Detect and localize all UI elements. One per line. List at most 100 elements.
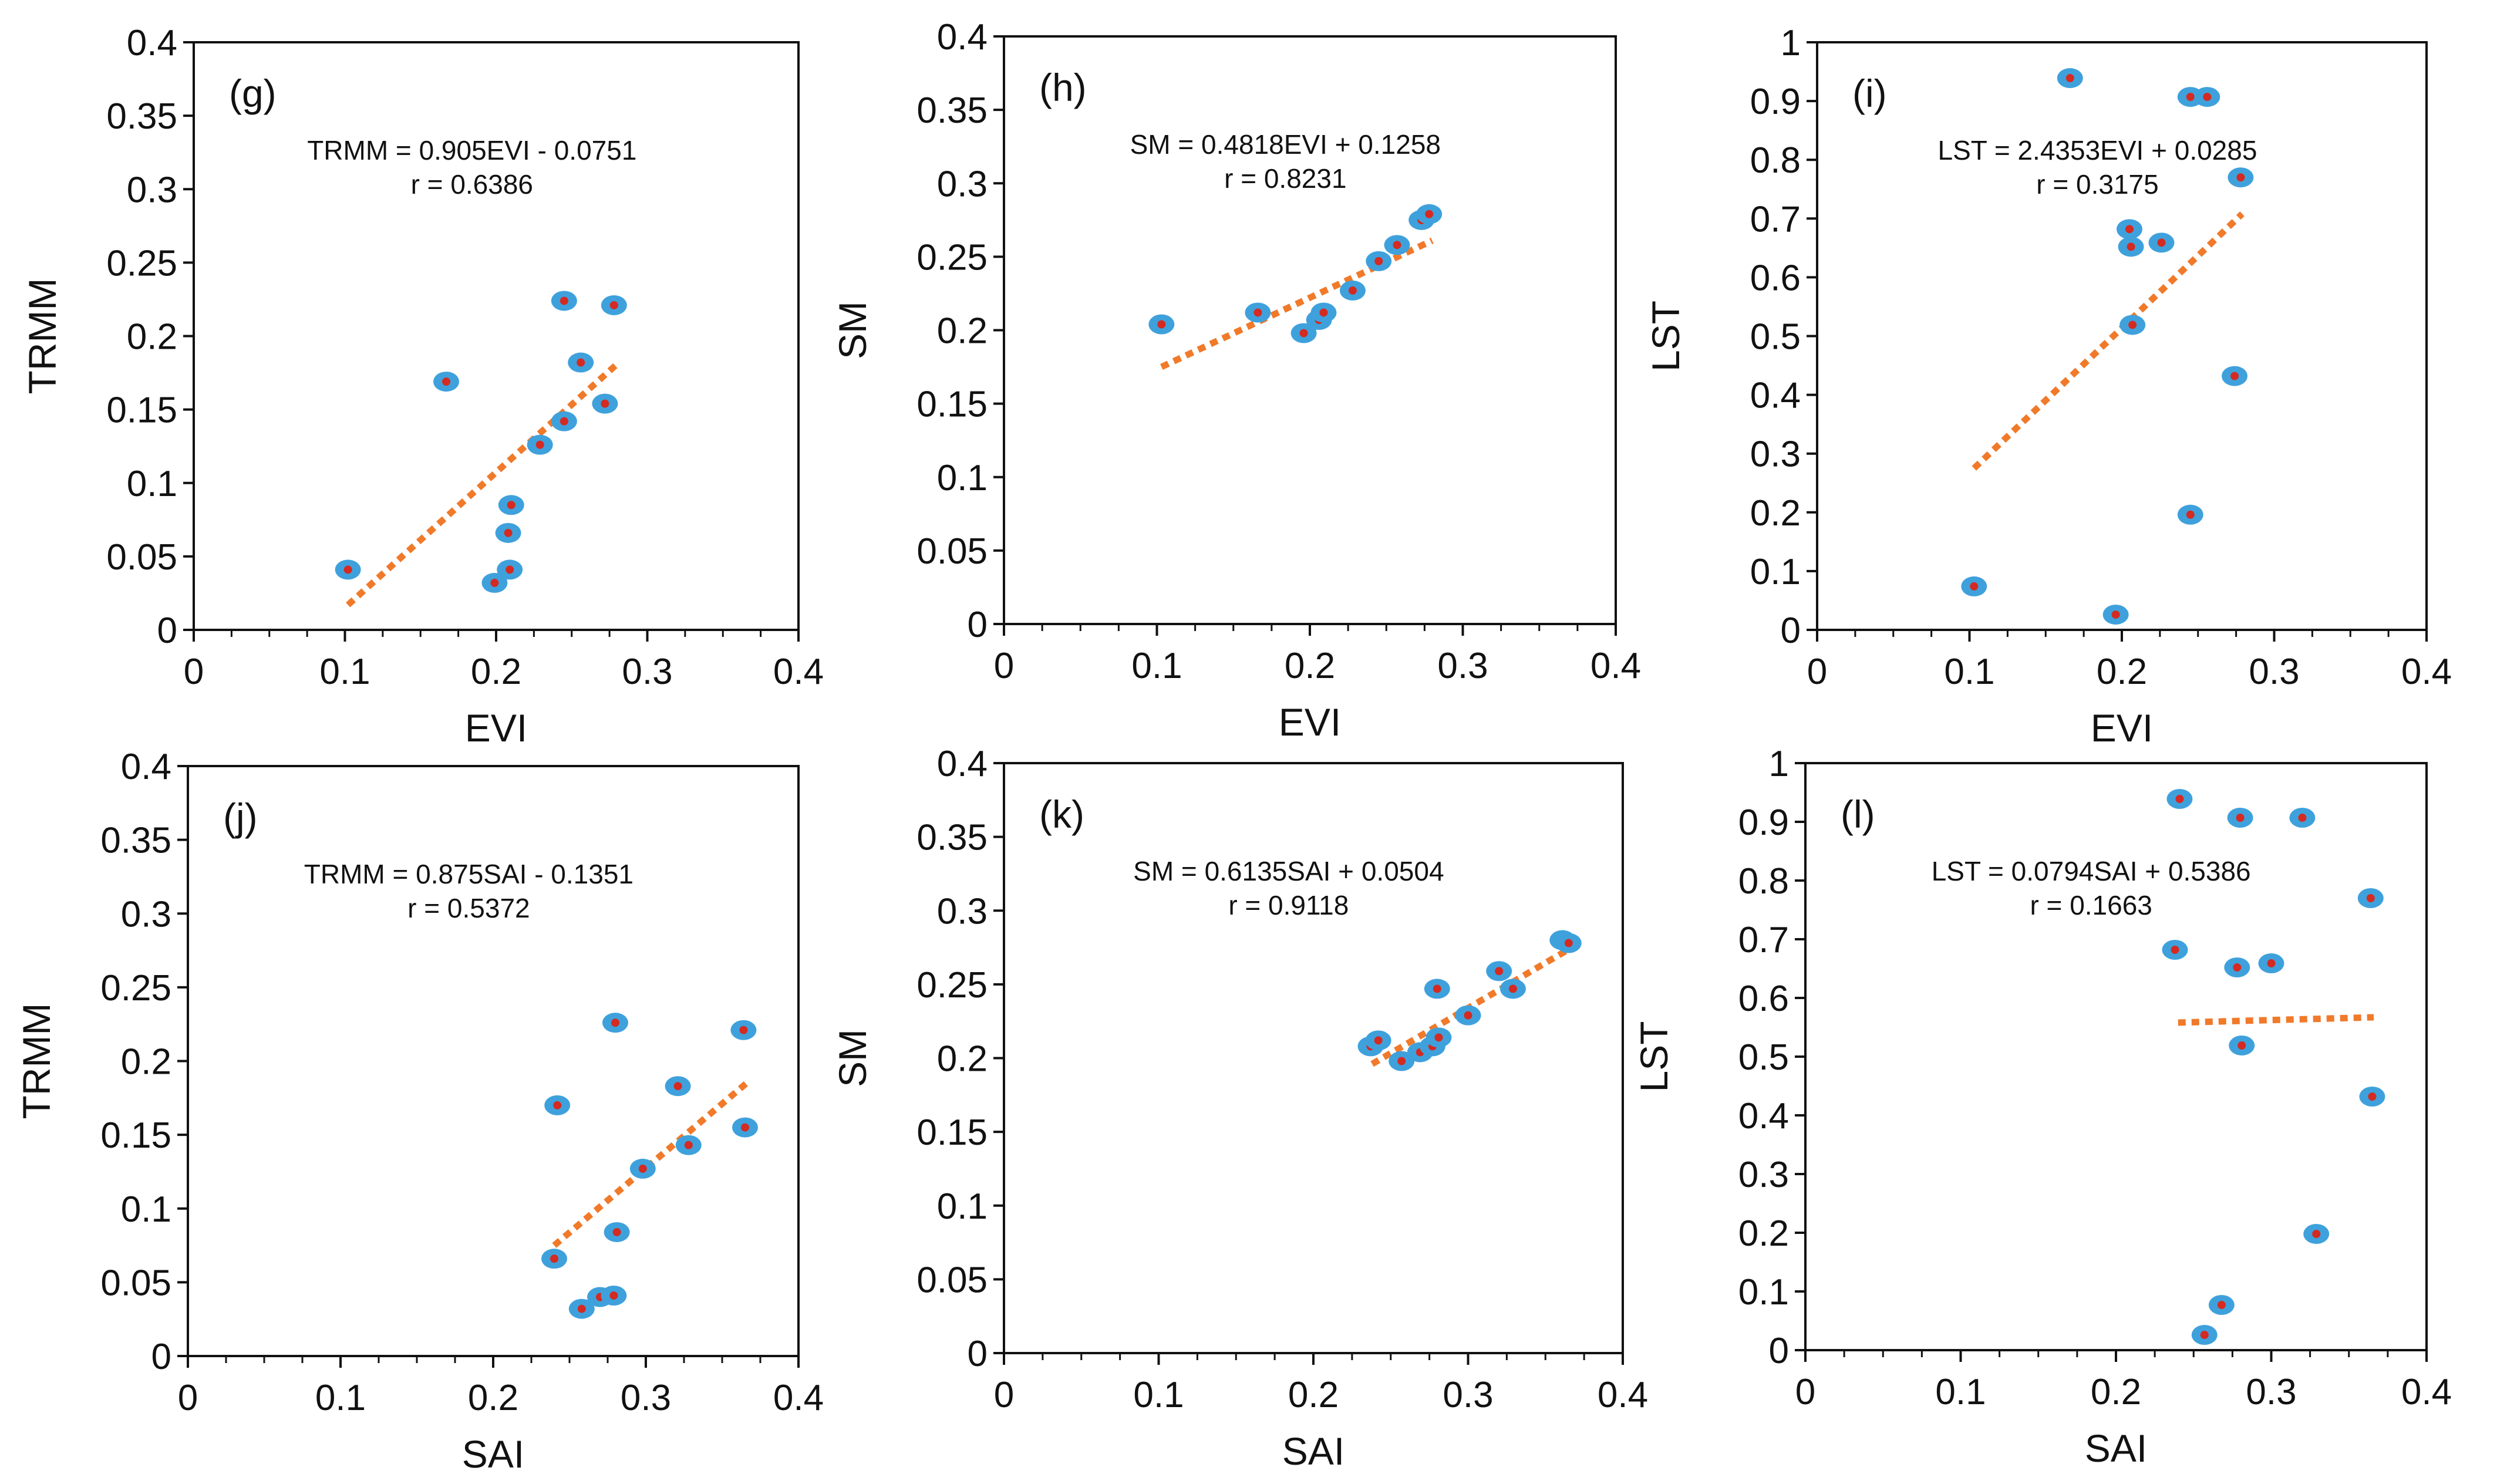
y-tick-label: 0.3: [121, 894, 171, 935]
data-point-inner: [2157, 238, 2166, 247]
data-point: [497, 559, 523, 580]
x-tick-label: 0.1: [319, 652, 370, 692]
data-point-inner: [1299, 329, 1308, 338]
data-point: [1555, 933, 1582, 953]
plot-frame: [1816, 41, 2428, 631]
data-point: [495, 522, 521, 543]
data-point: [1961, 576, 1987, 596]
trendline: [1160, 237, 1434, 370]
data-point: [592, 393, 618, 414]
data-point: [2194, 87, 2220, 107]
x-tick-label: 0.3: [2246, 1372, 2296, 1412]
correlation-coefficient: r = 0.1663: [2030, 890, 2152, 920]
y-axis-label: TRMM: [21, 278, 64, 394]
data-point-inner: [1434, 1033, 1443, 1042]
data-point: [2359, 1087, 2385, 1107]
data-point: [568, 1298, 595, 1319]
x-tick-label: 0: [1795, 1372, 1815, 1412]
x-axis-label: EVI: [1279, 700, 1341, 744]
data-point-inner: [2111, 610, 2120, 619]
data-point: [2102, 604, 2129, 625]
y-tick-label: 0: [968, 1334, 988, 1374]
data-point-inner: [638, 1164, 647, 1173]
data-point-inner: [741, 1123, 749, 1132]
panel-label: (i): [1852, 72, 1887, 115]
data-point-inner: [507, 501, 515, 510]
y-axis-label: SM: [831, 1029, 874, 1087]
x-tick-label: 0.4: [1590, 646, 1641, 686]
data-point-inner: [2200, 1331, 2209, 1339]
data-point: [1290, 323, 1317, 343]
y-tick-label: 0.35: [106, 96, 177, 137]
data-point-inner: [601, 399, 609, 408]
data-point-inner: [343, 565, 352, 574]
data-point-inner: [560, 417, 568, 426]
x-tick-label: 0.4: [773, 652, 824, 692]
data-point: [1245, 302, 1271, 323]
data-point: [2116, 219, 2142, 240]
y-tick-label: 0.15: [106, 390, 177, 431]
y-tick-label: 0: [151, 1337, 171, 1377]
data-point-inner: [2230, 372, 2239, 380]
correlation-coefficient: r = 0.3175: [2036, 169, 2158, 200]
y-axis-label: LST: [1632, 1021, 1676, 1092]
y-tick-label: 0.3: [937, 164, 988, 204]
regression-equation: TRMM = 0.905EVI - 0.0751: [307, 135, 636, 166]
x-tick-label: 0: [1807, 652, 1827, 692]
data-point: [2177, 504, 2203, 525]
data-point: [2258, 953, 2284, 973]
data-point-inner: [442, 377, 451, 386]
chart-panel-j: 0 0.05 0.1 0.15 0.2 0.25 0.3 0.35 0.4 0 0.1 0.2 0.3 0…: [15, 747, 824, 1476]
y-tick-label: 0.2: [937, 1039, 988, 1080]
data-point: [1310, 302, 1337, 323]
y-tick-label: 0.3: [937, 891, 988, 932]
data-point-inner: [1253, 308, 1262, 317]
data-point-inner: [560, 296, 568, 305]
data-point: [1366, 251, 1392, 271]
data-point: [2357, 888, 2384, 908]
x-tick-label: 0.3: [622, 652, 672, 692]
data-point: [1499, 979, 1526, 999]
x-tick-label: 0.4: [2401, 652, 2452, 692]
data-point: [2227, 808, 2253, 828]
data-point: [544, 1095, 571, 1115]
data-point-inner: [577, 358, 585, 367]
data-point-inner: [684, 1141, 693, 1149]
data-point: [527, 434, 553, 455]
y-axis-label: LST: [1644, 301, 1687, 372]
data-point-inner: [2127, 242, 2135, 251]
y-tick-label: 0.05: [100, 1263, 171, 1303]
x-axis-label: EVI: [2091, 706, 2153, 750]
data-point: [2303, 1224, 2330, 1244]
data-point: [730, 1020, 757, 1040]
data-point: [665, 1076, 691, 1097]
data-point-inner: [1464, 1011, 1472, 1020]
data-point-inner: [2366, 894, 2375, 902]
regression-equation: LST = 0.0794SAI + 0.5386: [1932, 856, 2251, 886]
data-point: [2118, 237, 2144, 257]
y-tick-label: 0.25: [916, 965, 988, 1006]
y-tick-label: 0.5: [1738, 1037, 1789, 1078]
data-point-inner: [612, 1227, 621, 1236]
panel-label: (k): [1039, 792, 1084, 836]
data-point-inner: [1374, 1036, 1383, 1045]
y-tick-label: 0.05: [916, 1260, 988, 1300]
data-point: [2222, 366, 2248, 386]
x-tick-label: 0.1: [1944, 652, 1994, 692]
data-point: [1384, 235, 1410, 255]
data-point-inner: [2217, 1301, 2226, 1309]
trendline: [1370, 940, 1581, 1067]
data-point-inner: [504, 528, 513, 537]
y-tick-label: 0.15: [916, 385, 988, 425]
chart-panel-l: 0 0.1 0.2 0.3 0.4 0.5 0.6 0.7 0.8 0.9 1 0 0.1 0.2 0.3 0…: [1632, 744, 2452, 1470]
data-point-inner: [2186, 93, 2195, 102]
x-tick-label: 0.3: [1443, 1375, 1493, 1415]
data-point: [1339, 280, 1366, 301]
data-point: [2162, 940, 2188, 960]
data-point: [1416, 204, 1443, 224]
data-point-inner: [2175, 795, 2184, 803]
data-point-inner: [550, 1254, 558, 1263]
y-tick-label: 0.4: [937, 17, 988, 58]
x-tick-label: 0.2: [471, 652, 521, 692]
y-tick-label: 0.1: [121, 1189, 171, 1230]
